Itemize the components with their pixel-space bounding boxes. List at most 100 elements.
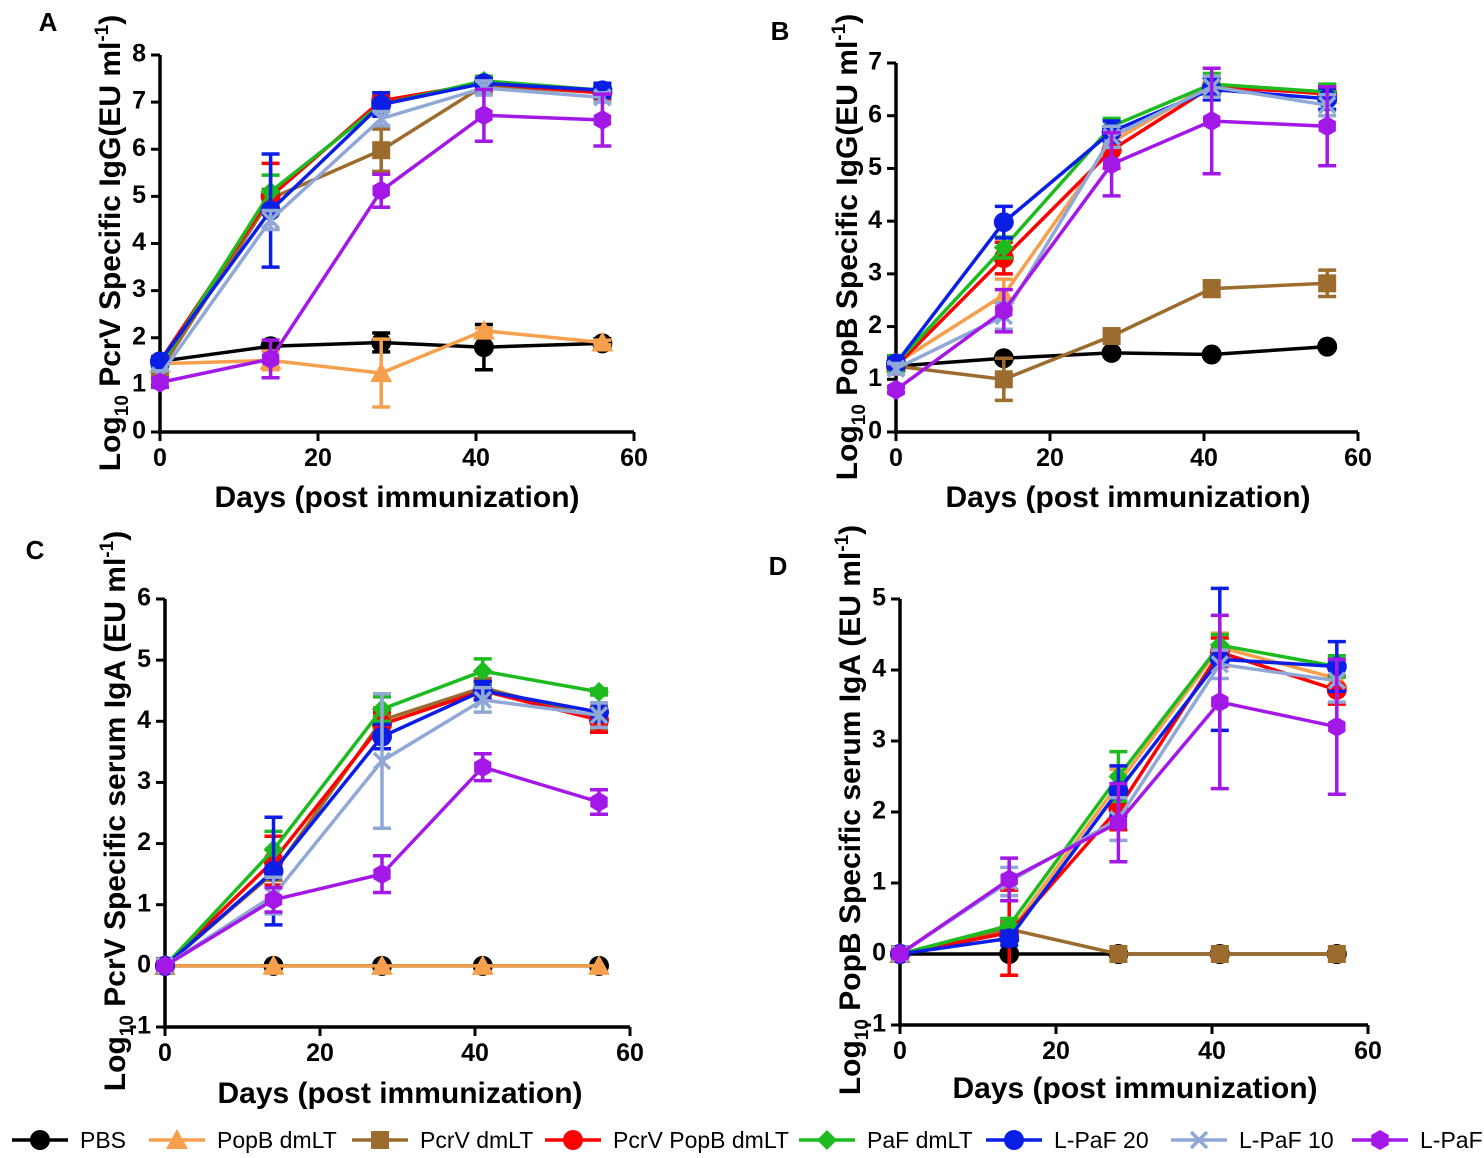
data-point <box>474 757 492 778</box>
data-point <box>1203 111 1221 131</box>
x-tick-label: 0 <box>153 444 167 472</box>
data-point <box>1109 945 1128 963</box>
data-point <box>1318 274 1337 293</box>
x-tick-label: 40 <box>1198 1037 1226 1065</box>
y-tick-label: 0 <box>137 950 151 978</box>
legend-item-pcrv-dmlt: PcrV dmLT <box>352 1127 533 1153</box>
x-tick-label: 20 <box>306 1039 334 1067</box>
y-label-log: Log <box>99 1036 132 1091</box>
y-axis-label: Log10 PopB Specific serum IgA (EU ml-1) <box>832 525 873 1095</box>
data-point <box>994 370 1013 389</box>
y-tick-label: 5 <box>137 645 151 673</box>
x-tick-label: 20 <box>304 444 332 472</box>
data-point <box>589 681 609 702</box>
series-l-paf-1 <box>887 66 1337 400</box>
legend-label: L-PaF 1 <box>1420 1127 1484 1153</box>
x-tick-label: 40 <box>461 1039 489 1067</box>
series-l-paf-1 <box>156 751 608 976</box>
x-tick-label: 0 <box>893 1037 907 1065</box>
legend-label: PopB dmLT <box>217 1127 337 1153</box>
legend-marker <box>1189 1130 1209 1150</box>
data-point <box>1102 327 1121 346</box>
y-tick-label: 7 <box>132 87 146 115</box>
legend-item-l-paf-1: L-PaF 1 <box>1352 1127 1484 1153</box>
y-label-suffix: ) <box>94 15 127 25</box>
data-point <box>1101 342 1122 363</box>
y-tick-label: 6 <box>868 100 882 128</box>
data-point <box>473 337 494 358</box>
x-tick-label: 20 <box>1042 1037 1070 1065</box>
series-popb-dmlt <box>154 954 610 975</box>
data-point <box>993 212 1014 233</box>
data-point <box>1317 336 1338 357</box>
data-point <box>993 237 1014 258</box>
y-label-subscript: 10 <box>849 404 870 425</box>
y-tick-label: 2 <box>872 797 886 825</box>
legend-label: PcrV PopB dmLT <box>613 1127 789 1153</box>
panel-letter: C <box>26 535 45 565</box>
data-point <box>156 955 174 976</box>
data-point <box>589 705 609 725</box>
legend-item-popb-dmlt: PopB dmLT <box>149 1127 337 1153</box>
y-tick-label: 4 <box>137 706 151 734</box>
series-l-paf-20 <box>890 586 1347 964</box>
y-tick-label: 4 <box>868 206 882 234</box>
legend-marker <box>166 1129 188 1149</box>
y-label-main: PopB Specific IgG(EU ml <box>831 41 864 404</box>
legend-item-l-paf-20: L-PaF 20 <box>986 1127 1149 1153</box>
data-point <box>886 359 906 378</box>
legend-label: PBS <box>80 1127 126 1153</box>
y-tick-label: 5 <box>872 584 886 612</box>
y-tick-label: 3 <box>868 258 882 286</box>
legend-item-l-paf-10: L-PaF 10 <box>1171 1127 1334 1153</box>
legend-item-paf-dmlt: PaF dmLT <box>799 1127 973 1153</box>
series-l-paf-10 <box>155 685 609 976</box>
y-tick-label: 4 <box>872 655 886 683</box>
y-label-log: Log <box>834 1040 867 1095</box>
y-label-suffix: ) <box>99 531 132 541</box>
data-point <box>371 954 393 975</box>
x-tick-label: 40 <box>462 444 490 472</box>
y-tick-label: 1 <box>872 868 886 896</box>
x-tick-label: 60 <box>616 1039 644 1067</box>
data-point <box>593 110 612 130</box>
y-tick-label: 3 <box>872 726 886 754</box>
x-tick-label: 40 <box>1190 444 1218 472</box>
data-point <box>1109 812 1128 833</box>
y-label-suffix: ) <box>834 525 867 535</box>
data-point <box>999 928 1020 949</box>
data-point <box>371 109 391 128</box>
y-tick-label: 5 <box>868 153 882 181</box>
legend-marker <box>563 1130 583 1150</box>
x-tick-label: 60 <box>620 444 648 472</box>
panel-letter: B <box>771 16 790 46</box>
panel-letter: A <box>39 7 58 37</box>
x-tick-label: 60 <box>1344 444 1372 472</box>
chart-panel-a: A 0 1 2 3 4 5 6 7 8 0 20 40 60 Days (post immunization… <box>39 7 648 514</box>
data-point <box>475 105 493 126</box>
y-tick-label: -1 <box>864 1010 886 1038</box>
y-tick-label: 0 <box>872 939 886 967</box>
data-point <box>995 300 1013 321</box>
y-tick-label: 2 <box>868 311 882 339</box>
data-point <box>1201 344 1222 365</box>
y-label-suffix: ) <box>831 14 864 24</box>
data-point <box>1318 116 1336 137</box>
x-tick-label: 20 <box>1036 444 1064 472</box>
data-point <box>471 954 494 975</box>
y-axis-label: Log10 PcrV Specific serum IgA (EU ml-1) <box>97 531 138 1091</box>
y-tick-label: 0 <box>132 417 146 445</box>
data-point <box>887 379 905 400</box>
data-point <box>261 349 280 369</box>
data-point <box>372 751 392 771</box>
x-axis-label: Days (post immunization) <box>952 1072 1317 1105</box>
y-tick-label: 6 <box>132 134 146 162</box>
data-point <box>472 319 495 340</box>
y-tick-label: 2 <box>132 322 146 350</box>
y-tick-label: 8 <box>132 40 146 68</box>
x-axis-label: Days (post immunization) <box>214 481 579 514</box>
y-axis-label: Log10 PopB Specific IgG(EU ml-1) <box>829 14 870 480</box>
series-l-paf-1 <box>151 87 612 393</box>
data-point <box>1000 869 1018 890</box>
